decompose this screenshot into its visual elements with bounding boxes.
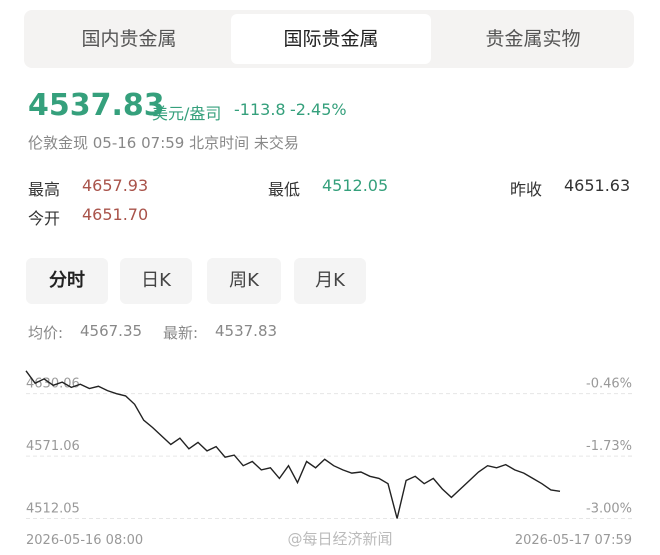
change-pct: -2.45% — [290, 100, 347, 119]
avg-label: 均价: — [28, 324, 64, 342]
stat-value: 4651.70 — [82, 205, 149, 224]
stat-label: 今开 — [28, 209, 61, 228]
stat-value: 4651.63 — [564, 176, 631, 195]
period-button[interactable]: 周K — [207, 258, 281, 304]
x-tick-label: 2026-05-16 08:00 — [26, 533, 143, 548]
tab[interactable]: 国际贵金属 — [231, 14, 431, 64]
watermark: @每日经济新闻 — [287, 530, 392, 548]
avg-value: 4567.35 — [80, 322, 143, 340]
period-button[interactable]: 月K — [294, 258, 366, 304]
y-tick-label: 4571.06 — [26, 439, 80, 454]
stat-label: 最低 — [268, 180, 301, 199]
change: -113.8 — [234, 100, 286, 119]
price-line — [25, 370, 561, 519]
x-tick-label: 2026-05-17 07:59 — [515, 533, 632, 548]
tab-bar: 国内贵金属 国际贵金属 贵金属实物 — [24, 10, 634, 68]
quote-info: 伦敦金现 05-16 07:59 北京时间 未交易 — [28, 134, 299, 152]
latest-value: 4537.83 — [215, 322, 278, 340]
stat-value: 4657.93 — [82, 176, 149, 195]
unit: 美元/盎司 — [152, 104, 222, 123]
latest-label: 最新: — [163, 324, 199, 342]
stat-label: 昨收 — [510, 180, 543, 199]
y-tick-label: 4630.06 — [26, 377, 80, 392]
y2-tick-label: -0.46% — [586, 377, 632, 392]
price: 4537.83 — [28, 88, 165, 123]
tab[interactable]: 国内贵金属 — [81, 28, 177, 50]
period-button[interactable]: 日K — [120, 258, 192, 304]
y2-tick-label: -3.00% — [586, 502, 632, 517]
y-tick-label: 4512.05 — [26, 502, 80, 517]
tab[interactable]: 贵金属实物 — [485, 28, 581, 50]
period-button[interactable]: 分时 — [26, 258, 108, 304]
stat-value: 4512.05 — [322, 176, 389, 195]
y2-tick-label: -1.73% — [586, 439, 632, 454]
stat-label: 最高 — [28, 180, 61, 199]
